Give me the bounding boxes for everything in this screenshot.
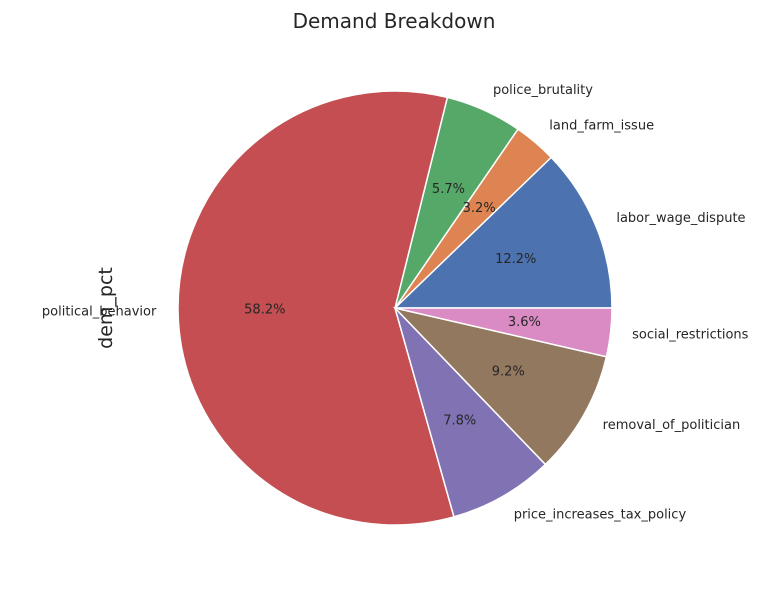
slice-label-land-farm-issue: land_farm_issue — [549, 118, 654, 133]
slice-percent-political-behavior: 58.2% — [244, 303, 285, 318]
slice-percent-removal-of-politician: 9.2% — [492, 365, 525, 380]
pie-slice-social-restrictions — [394, 307, 613, 358]
slice-label-price-increases-tax-policy: price_increases_tax_policy — [514, 508, 687, 523]
pie-slice-political-behavior — [177, 90, 455, 526]
y-axis-label: dem_pct — [95, 267, 117, 349]
slice-label-labor-wage-dispute: labor_wage_dispute — [616, 211, 745, 226]
slice-percent-land-farm-issue: 3.2% — [463, 201, 496, 216]
slice-label-removal-of-politician: removal_of_politician — [603, 418, 741, 433]
pie-slice-price-increases-tax-policy — [394, 307, 547, 518]
slice-labels: labor_wage_dispute land_farm_issue police_… — [42, 83, 749, 523]
slice-label-police-brutality: police_brutality — [493, 83, 593, 98]
slice-label-political-behavior: political_behavior — [42, 304, 157, 319]
pie-slice-labor-wage-dispute — [393, 156, 613, 309]
pie-slices — [177, 90, 613, 526]
slice-percent-labor-wage-dispute: 12.2% — [495, 252, 536, 267]
slice-label-social-restrictions: social_restrictions — [632, 327, 748, 342]
slice-percent-price-increases-tax-policy: 7.8% — [443, 413, 476, 428]
percent-labels: 12.2% 3.2% 5.7% 58.2% 7.8% 9.2% 3.6% — [244, 182, 541, 429]
chart-title: Demand Breakdown — [293, 9, 496, 33]
pie-slice-removal-of-politician — [392, 306, 608, 466]
slice-percent-police-brutality: 5.7% — [432, 182, 465, 197]
slice-percent-social-restrictions: 3.6% — [508, 315, 541, 330]
